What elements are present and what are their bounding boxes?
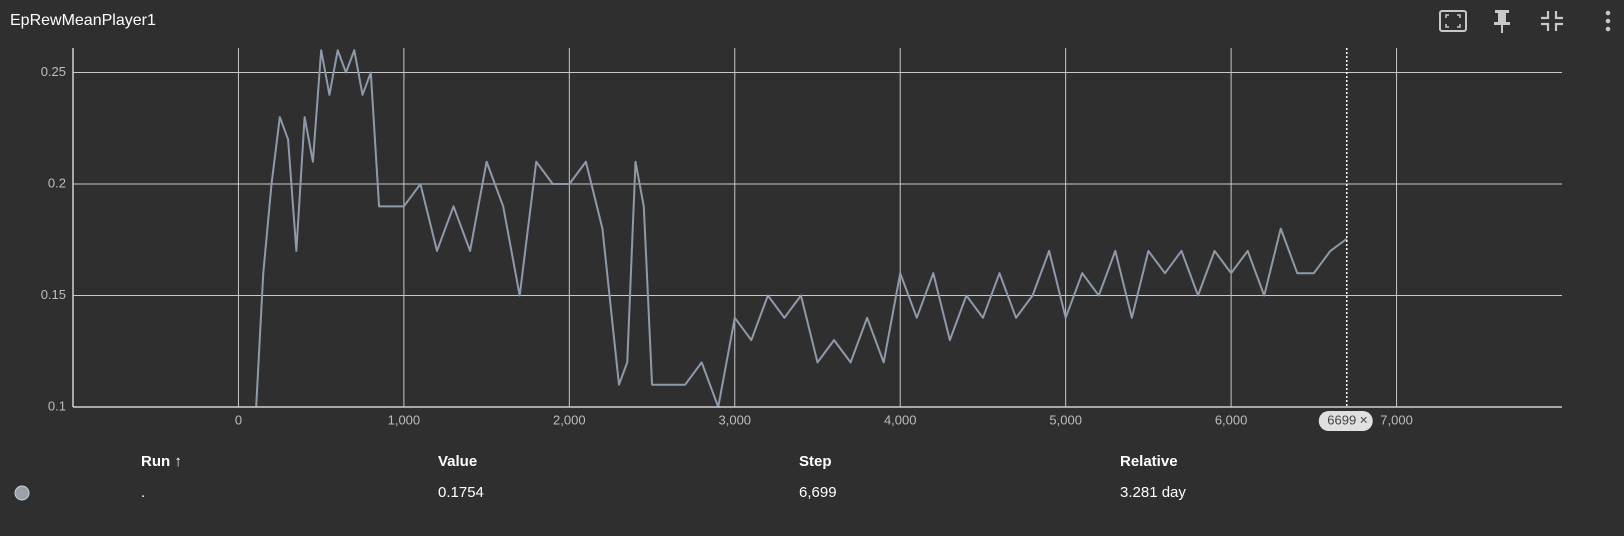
cell: 6,699 bbox=[799, 484, 837, 501]
y-tick-label: 0.1 bbox=[48, 398, 66, 413]
x-tick-label: 2,000 bbox=[553, 412, 586, 427]
more-icon[interactable] bbox=[1605, 10, 1611, 32]
cursor-chip bbox=[1318, 411, 1373, 431]
column-header: Run ↑ bbox=[141, 453, 182, 470]
x-tick-label: 6,000 bbox=[1215, 412, 1248, 427]
cell: 3.281 day bbox=[1120, 484, 1186, 501]
card-title: EpRewMeanPlayer1 bbox=[10, 12, 156, 29]
column-header: Step bbox=[799, 453, 832, 470]
fit-icon[interactable] bbox=[1439, 10, 1467, 32]
run-color bbox=[14, 485, 30, 501]
y-tick-label: 0.15 bbox=[41, 287, 66, 302]
column-header: Relative bbox=[1120, 453, 1178, 470]
x-tick-label: 4,000 bbox=[884, 412, 917, 427]
column-header: Value bbox=[438, 453, 477, 470]
x-tick-label: 3,000 bbox=[719, 412, 752, 427]
x-tick-label: 5,000 bbox=[1049, 412, 1082, 427]
cursor-step: 6699 bbox=[1327, 412, 1356, 427]
grid: 0 1,000 2,000 3,000 4,000 5,000 6,000 7,000 0.1 0… bbox=[41, 48, 1562, 427]
collapse-icon[interactable] bbox=[1541, 11, 1563, 31]
run-table: Run ↑ Value Step Relative. 0.1754 6,699 3.281 … bbox=[14, 453, 1186, 501]
cell: 0.1754 bbox=[438, 484, 484, 501]
y-tick-label: 0.25 bbox=[41, 64, 66, 79]
x-tick-label: 1,000 bbox=[388, 412, 421, 427]
pin-icon[interactable] bbox=[1494, 10, 1510, 33]
series-line bbox=[255, 49, 1348, 407]
y-tick-label: 0.2 bbox=[48, 175, 66, 190]
plot bbox=[255, 49, 1348, 407]
cell: . bbox=[141, 484, 145, 501]
cursor-close[interactable]: × bbox=[1360, 412, 1368, 428]
x-tick-label: 7,000 bbox=[1380, 412, 1413, 427]
x-tick-label: 0 bbox=[235, 412, 242, 427]
